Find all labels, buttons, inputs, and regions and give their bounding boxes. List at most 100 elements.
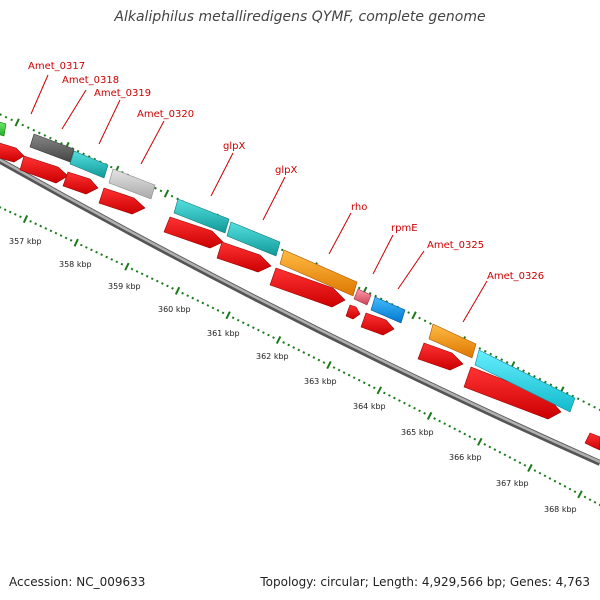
minor-tick bbox=[372, 386, 376, 390]
minor-tick bbox=[489, 352, 493, 356]
minor-tick bbox=[171, 287, 174, 290]
minor-tick bbox=[513, 458, 517, 462]
gene-feature bbox=[0, 121, 7, 137]
minor-tick bbox=[478, 347, 482, 350]
gene-label: glpX bbox=[223, 141, 245, 152]
minor-tick bbox=[44, 227, 48, 230]
kbp-ruler-labels: 357 kbp 358 kbp 359 kbp 360 kbp 361 kbp … bbox=[9, 237, 577, 514]
minor-tick bbox=[408, 404, 411, 408]
gene-feature bbox=[226, 221, 281, 257]
gene-feature bbox=[279, 249, 358, 297]
minor-tick bbox=[206, 304, 210, 307]
minor-tick bbox=[0, 113, 2, 116]
major-tick bbox=[174, 286, 181, 295]
minor-tick bbox=[307, 353, 311, 357]
minor-tick bbox=[398, 399, 401, 402]
kbp-label: 358 kbp bbox=[59, 260, 92, 269]
minor-tick bbox=[588, 498, 592, 502]
minor-tick bbox=[154, 186, 157, 190]
gene-feature bbox=[428, 323, 477, 359]
minor-tick bbox=[292, 346, 296, 349]
minor-tick bbox=[418, 409, 421, 413]
minor-tick bbox=[130, 267, 134, 271]
major-tick bbox=[411, 311, 417, 320]
minor-tick bbox=[357, 378, 361, 382]
minor-tick bbox=[211, 306, 215, 310]
minor-tick bbox=[252, 326, 255, 329]
minor-tick bbox=[383, 391, 386, 395]
minor-tick bbox=[120, 262, 124, 266]
gene-label: rpmE bbox=[391, 223, 418, 234]
forward-strand-features bbox=[0, 121, 576, 413]
gene-label-leaders bbox=[30, 74, 488, 323]
minor-tick bbox=[216, 309, 220, 312]
reverse-strand-features bbox=[0, 142, 600, 451]
minor-tick bbox=[516, 366, 520, 370]
minor-tick bbox=[483, 443, 487, 446]
minor-tick bbox=[429, 322, 432, 325]
minor-tick bbox=[352, 376, 356, 380]
kbp-label: 366 kbp bbox=[449, 453, 482, 462]
minor-tick bbox=[287, 343, 291, 347]
major-tick bbox=[22, 214, 29, 224]
cds-feature bbox=[584, 432, 600, 451]
gene-feature bbox=[173, 198, 230, 234]
minor-tick bbox=[527, 372, 531, 375]
minor-tick bbox=[8, 210, 12, 214]
major-tick bbox=[527, 463, 533, 472]
minor-tick bbox=[221, 311, 225, 315]
minor-tick bbox=[21, 123, 25, 127]
minor-tick bbox=[332, 366, 336, 369]
major-tick bbox=[577, 490, 583, 499]
minor-tick bbox=[582, 400, 585, 403]
minor-tick bbox=[49, 229, 53, 233]
minor-tick bbox=[4, 115, 8, 119]
minor-tick bbox=[231, 316, 235, 320]
minor-tick bbox=[443, 422, 447, 426]
minor-tick bbox=[3, 208, 7, 211]
cds-feature bbox=[0, 142, 25, 163]
gene-label: glpX bbox=[275, 165, 297, 176]
minor-tick bbox=[85, 246, 88, 249]
cds-feature bbox=[269, 267, 346, 308]
gene-feature bbox=[69, 150, 109, 179]
minor-tick bbox=[34, 222, 37, 226]
minor-tick bbox=[493, 448, 497, 451]
minor-tick bbox=[135, 270, 139, 273]
cds-feature bbox=[163, 216, 224, 249]
minor-tick bbox=[357, 286, 361, 290]
major-tick bbox=[14, 118, 20, 127]
gene-label: Amet_0319 bbox=[94, 88, 151, 99]
gene-feature bbox=[353, 288, 372, 306]
minor-tick bbox=[109, 165, 113, 169]
minor-tick bbox=[543, 474, 547, 478]
kbp-label: 364 kbp bbox=[353, 402, 386, 411]
minor-tick bbox=[312, 356, 316, 359]
minor-tick bbox=[573, 490, 577, 494]
gene-label: Amet_0320 bbox=[137, 109, 194, 120]
minor-tick bbox=[257, 328, 260, 332]
genome-summary: Topology: circular; Length: 4,929,566 bp… bbox=[260, 575, 590, 589]
minor-tick bbox=[19, 215, 22, 219]
cds-feature bbox=[98, 187, 146, 215]
minor-tick bbox=[280, 248, 284, 252]
minor-tick bbox=[155, 279, 159, 283]
minor-tick bbox=[483, 349, 487, 353]
gene-label: Amet_0318 bbox=[62, 75, 119, 86]
gene-label: Amet_0326 bbox=[487, 271, 544, 282]
gene-feature bbox=[370, 296, 406, 324]
minor-tick bbox=[32, 128, 36, 132]
minor-tick bbox=[593, 500, 597, 504]
minor-tick bbox=[342, 371, 346, 374]
minor-tick bbox=[593, 405, 596, 409]
gene-label: Amet_0317 bbox=[28, 61, 85, 72]
cds-feature bbox=[345, 304, 361, 320]
minor-tick bbox=[246, 323, 250, 327]
minor-tick bbox=[453, 427, 457, 431]
minor-tick bbox=[82, 152, 85, 156]
minor-tick bbox=[518, 461, 522, 465]
minor-tick bbox=[161, 282, 164, 285]
minor-tick bbox=[554, 386, 558, 389]
kbp-label: 359 kbp bbox=[108, 282, 141, 291]
major-tick bbox=[275, 335, 282, 345]
